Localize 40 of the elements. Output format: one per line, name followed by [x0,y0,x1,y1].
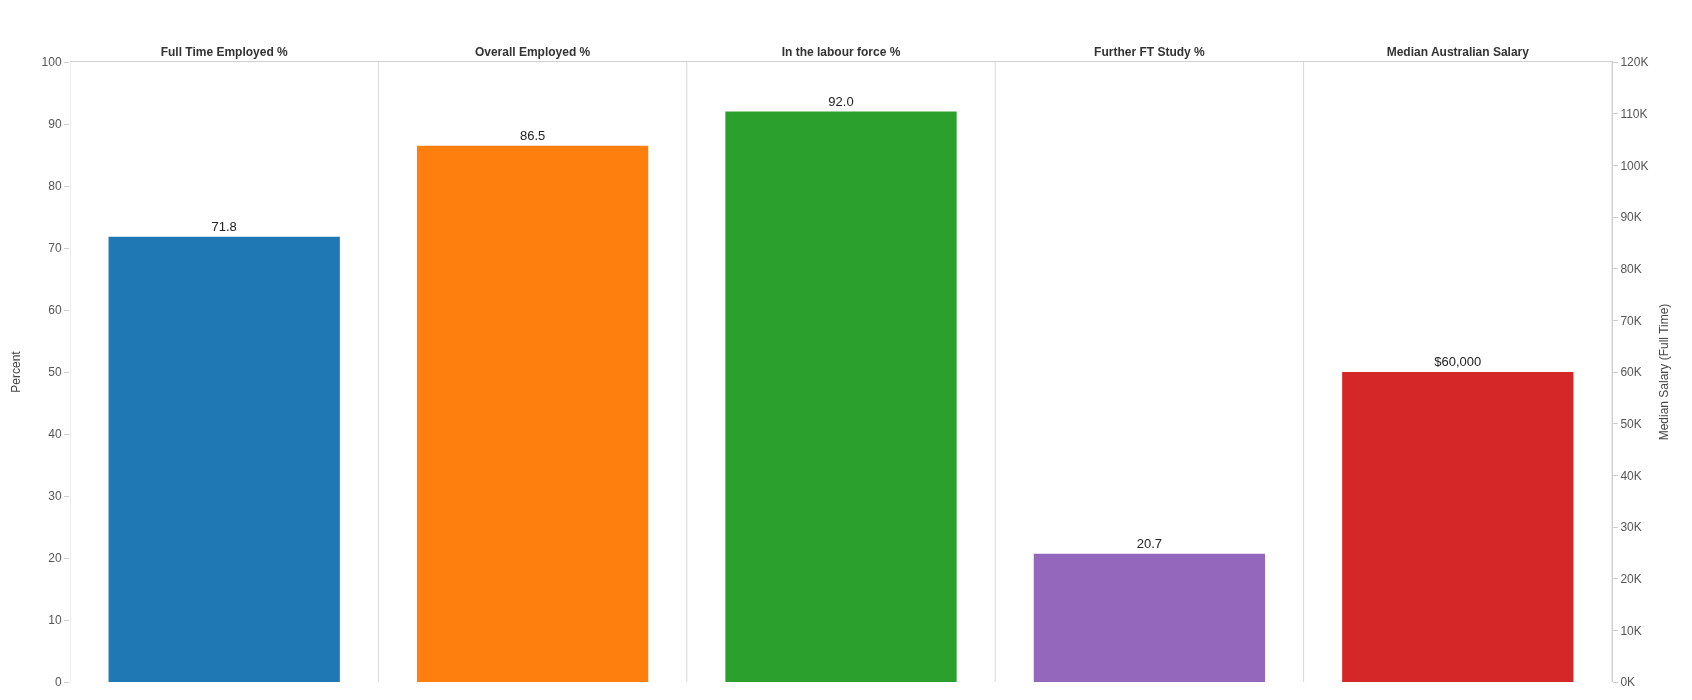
y2-tick-label: 100K [1620,158,1649,173]
bar [416,145,649,682]
y-tick-label: 50 [48,365,62,380]
y2-tick-label: 60K [1620,365,1642,380]
y2-tick-label: 80K [1620,261,1642,276]
data-label: 86.5 [519,127,546,143]
y2-tick-label: 70K [1620,313,1642,328]
y-tick-label: 0 [54,675,62,690]
y2-tick-label: 40K [1620,468,1642,483]
y-axis-title: Percent [8,350,23,393]
data-label: 71.8 [211,218,237,234]
y2-tick-label: 110K [1620,106,1648,121]
x-tick-label: Median Australian Salary [1386,45,1530,60]
y2-tick-label: 30K [1620,520,1642,535]
y2-tick-label: 20K [1620,571,1642,586]
y2-tick-label: 0K [1620,675,1636,690]
bar [725,111,957,682]
y-tick-label: 20 [48,551,62,566]
y2-tick-label: 50K [1620,416,1642,431]
data-label: 92.0 [828,93,854,109]
y-tick-label: 70 [48,241,62,256]
x-tick-label: Overall Employed % [474,45,591,60]
y2-axis-title: Median Salary (Full Time) [1657,303,1672,441]
y-tick-label: 80 [48,179,62,194]
y2-tick-label: 120K [1620,55,1649,70]
y2-tick-label: 90K [1620,210,1642,225]
bar [1033,553,1266,682]
y-tick-label: 40 [48,427,62,442]
data-label: $60,000 [1434,354,1482,369]
bar [108,236,340,682]
y-tick-label: 10 [48,613,62,628]
y2-tick-label: 10K [1620,623,1642,638]
y-tick-label: 60 [48,303,62,318]
y-tick-label: 90 [48,117,62,132]
y-tick-label: 100 [41,55,62,70]
x-tick-label: Further FT Study % [1094,45,1206,60]
x-tick-label: Full Time Employed % [160,45,289,60]
x-tick-label: In the labour force % [781,45,901,60]
y-tick-label: 30 [48,489,62,504]
data-label: 20.7 [1136,535,1163,551]
